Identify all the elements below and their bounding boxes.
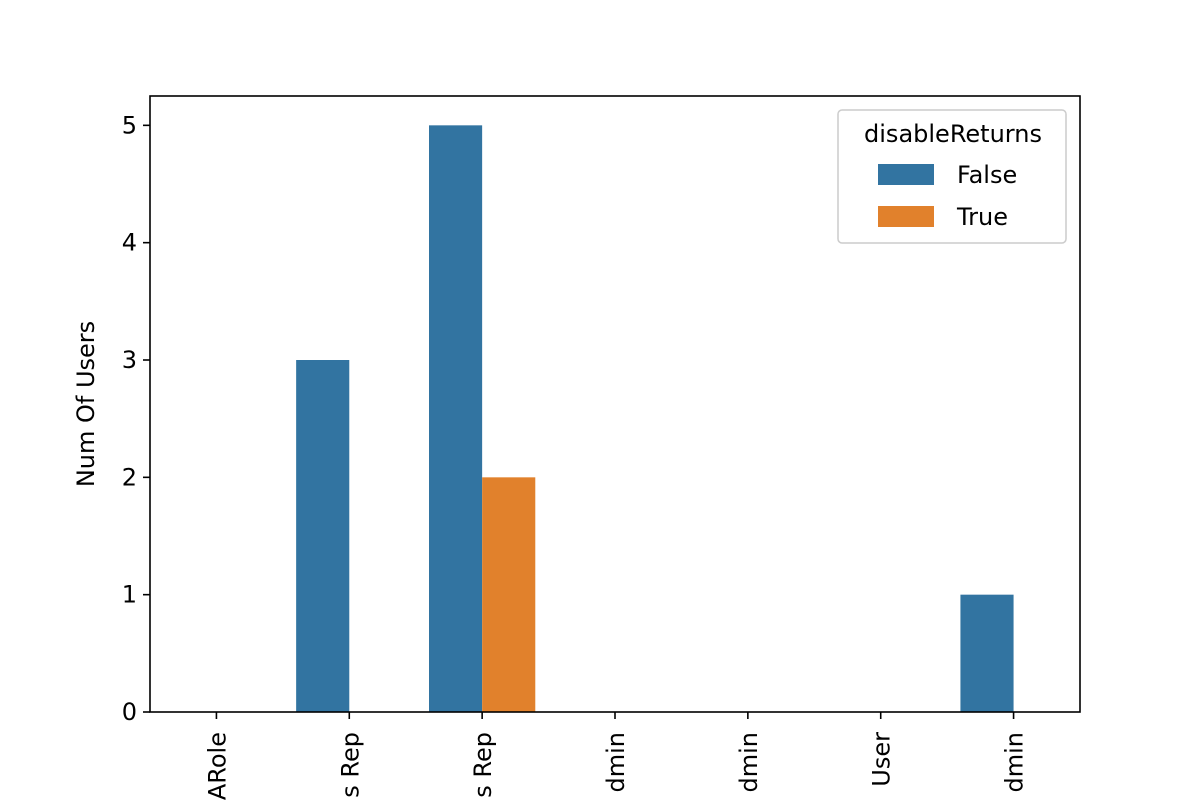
legend: disableReturns False True (837, 109, 1067, 244)
x-tick-label: User (868, 732, 896, 787)
x-tick-label: s Rep (336, 732, 364, 798)
x-tick-label: ARole (203, 732, 231, 800)
bar-false-2 (429, 125, 483, 713)
y-tick-label: 3 (122, 346, 137, 374)
legend-title: disableReturns (864, 120, 1042, 148)
y-tick-label: 4 (122, 229, 137, 257)
y-axis-label: Num Of Users (72, 321, 100, 487)
legend-swatch-true (878, 206, 934, 227)
legend-label-true: True (956, 203, 1008, 231)
x-tick-label: dmin (1001, 732, 1029, 793)
x-tick-label: dmin (602, 732, 630, 793)
legend-label-false: False (957, 161, 1017, 189)
axes-layer: 0 1 2 3 4 5 ARole s Rep s Rep dmin dmin User dmin (122, 95, 1081, 800)
bar-false-1 (296, 360, 350, 712)
y-tick-label: 5 (122, 111, 137, 139)
bar-true-2 (482, 477, 536, 712)
bars-layer (296, 125, 1014, 713)
x-tick-label: s Rep (469, 732, 497, 798)
bar-false-6 (960, 594, 1014, 712)
y-tick-label: 2 (122, 463, 137, 491)
y-tick-label: 1 (122, 581, 137, 609)
y-tick-label: 0 (122, 698, 137, 726)
legend-swatch-false (878, 164, 934, 185)
x-tick-label: dmin (735, 732, 763, 793)
